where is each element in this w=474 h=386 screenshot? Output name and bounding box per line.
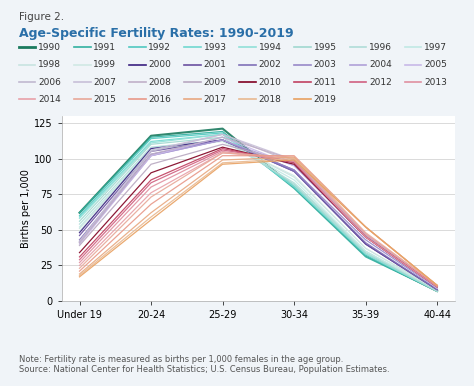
Text: 2019: 2019 <box>314 95 337 104</box>
Text: 2011: 2011 <box>314 78 337 86</box>
Text: 2012: 2012 <box>369 78 392 86</box>
Text: 2018: 2018 <box>259 95 282 104</box>
Text: Age-Specific Fertility Rates: 1990-2019: Age-Specific Fertility Rates: 1990-2019 <box>19 27 293 40</box>
Text: 1993: 1993 <box>203 43 227 52</box>
Text: 2013: 2013 <box>424 78 447 86</box>
Text: 2008: 2008 <box>148 78 171 86</box>
Text: 2000: 2000 <box>148 60 171 69</box>
Text: 1992: 1992 <box>148 43 171 52</box>
Y-axis label: Births per 1,000: Births per 1,000 <box>21 169 31 248</box>
Text: 2004: 2004 <box>369 60 392 69</box>
Text: 2005: 2005 <box>424 60 447 69</box>
Text: 1996: 1996 <box>369 43 392 52</box>
Text: 2016: 2016 <box>148 95 171 104</box>
Text: 1999: 1999 <box>93 60 116 69</box>
Text: Figure 2.: Figure 2. <box>19 12 64 22</box>
Text: 2017: 2017 <box>203 95 227 104</box>
Text: 2015: 2015 <box>93 95 116 104</box>
Text: 1990: 1990 <box>38 43 61 52</box>
Text: Note: Fertility rate is measured as births per 1,000 females in the age group.
S: Note: Fertility rate is measured as birt… <box>19 355 390 374</box>
Text: 2002: 2002 <box>259 60 282 69</box>
Text: 1997: 1997 <box>424 43 447 52</box>
Text: 2010: 2010 <box>259 78 282 86</box>
Text: 2007: 2007 <box>93 78 116 86</box>
Text: 2003: 2003 <box>314 60 337 69</box>
Text: 1994: 1994 <box>259 43 282 52</box>
Text: 2001: 2001 <box>203 60 227 69</box>
Text: 1995: 1995 <box>314 43 337 52</box>
Text: 2006: 2006 <box>38 78 61 86</box>
Text: 1998: 1998 <box>38 60 61 69</box>
Text: 1991: 1991 <box>93 43 116 52</box>
Text: 2014: 2014 <box>38 95 61 104</box>
Text: 2009: 2009 <box>203 78 227 86</box>
